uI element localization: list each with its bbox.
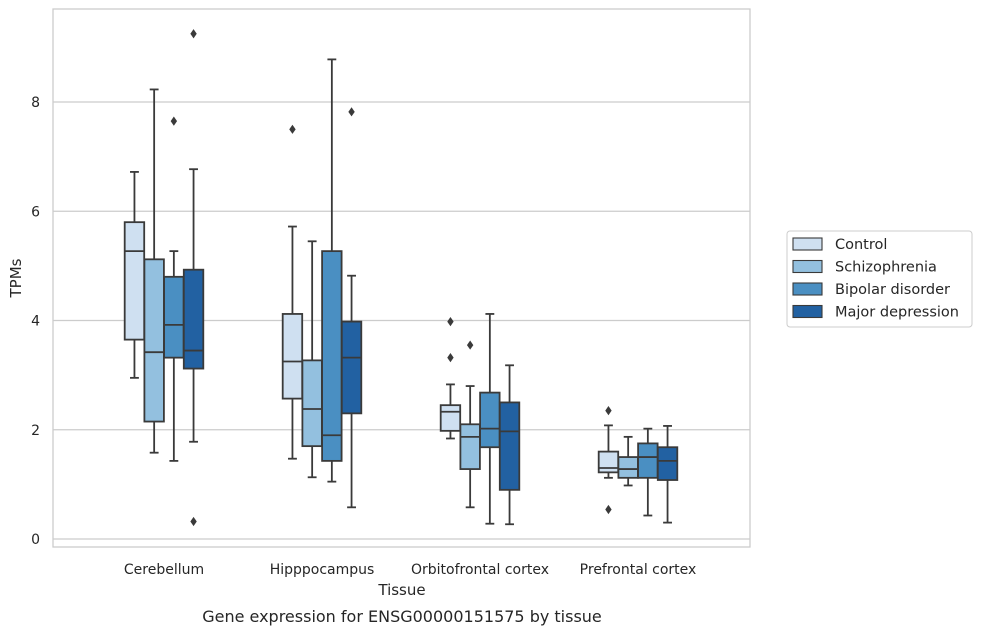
iqr-box — [656, 446, 679, 481]
outlier-point — [348, 107, 355, 117]
outlier-point — [447, 353, 454, 363]
iqr-box — [459, 423, 481, 470]
legend-label: Schizophrenia — [835, 260, 937, 276]
x-tick-label: Orbitofrontal cortex — [411, 562, 549, 578]
legend-label: Major depression — [835, 305, 959, 321]
outlier-point — [190, 516, 197, 527]
box-0-0 — [123, 171, 146, 379]
iqr-box — [182, 268, 205, 370]
box-2-2 — [479, 313, 501, 525]
box-3-2 — [498, 364, 521, 526]
y-tick-label: 8 — [31, 95, 40, 111]
iqr-box — [637, 442, 659, 479]
outlier-point — [190, 29, 197, 39]
box-2-3 — [637, 427, 659, 517]
chart-caption: Gene expression for ENSG00000151575 by t… — [202, 607, 602, 626]
y-tick-label: 0 — [31, 532, 40, 548]
box-0-1 — [281, 124, 304, 460]
y-tick-labels: 0 2 4 6 8 — [31, 95, 40, 548]
legend-items: Control Schizophrenia Bipolar disorder Majo… — [792, 237, 959, 321]
outlier-point — [605, 504, 612, 515]
iqr-box — [321, 250, 343, 462]
plot-frame — [52, 8, 751, 548]
x-tick-label: Prefrontal cortex — [580, 562, 697, 578]
y-tick-label: 4 — [31, 314, 40, 330]
box-1-3 — [617, 435, 639, 487]
x-tick-label: Cerebellum — [124, 562, 204, 578]
outlier-point — [447, 316, 454, 327]
box-1-1 — [301, 240, 323, 479]
x-tick-label: Hipppocampus — [270, 562, 375, 578]
iqr-box — [163, 275, 185, 359]
iqr-box — [617, 456, 639, 479]
legend-frame — [786, 230, 973, 328]
iqr-box — [123, 221, 146, 341]
box-3-3 — [656, 425, 679, 524]
box-3-1 — [340, 107, 363, 509]
x-tick-labels: Cerebellum Hipppocampus Orbitofrontal cort… — [124, 562, 696, 578]
legend-swatch — [792, 237, 823, 251]
iqr-box — [143, 258, 165, 423]
outlier-point — [605, 406, 612, 416]
box-0-2 — [439, 316, 462, 440]
legend-swatch — [792, 282, 823, 296]
outlier-point — [289, 124, 296, 134]
iqr-box — [301, 359, 323, 448]
legend-label: Control — [835, 237, 887, 253]
y-tick-label: 6 — [31, 204, 40, 220]
legend-label: Bipolar disorder — [835, 282, 950, 298]
iqr-box — [439, 404, 462, 432]
legend-swatch — [792, 304, 823, 319]
legend: Control Schizophrenia Bipolar disorder Majo… — [786, 230, 973, 328]
iqr-box — [281, 313, 304, 400]
x-axis-title: Tissue — [377, 581, 425, 599]
y-axis-title: TPMs — [7, 258, 25, 298]
y-tick-label: 2 — [31, 423, 40, 439]
legend-swatch — [792, 259, 823, 274]
iqr-box — [498, 401, 521, 491]
iqr-box — [479, 391, 501, 449]
iqr-box — [597, 450, 620, 474]
iqr-box — [340, 320, 363, 415]
box-2-1 — [321, 58, 343, 483]
outlier-point — [170, 116, 178, 126]
outlier-point — [466, 340, 474, 350]
boxes-layer — [123, 29, 679, 527]
box-1-0 — [143, 88, 165, 454]
box-3-0 — [182, 29, 205, 527]
